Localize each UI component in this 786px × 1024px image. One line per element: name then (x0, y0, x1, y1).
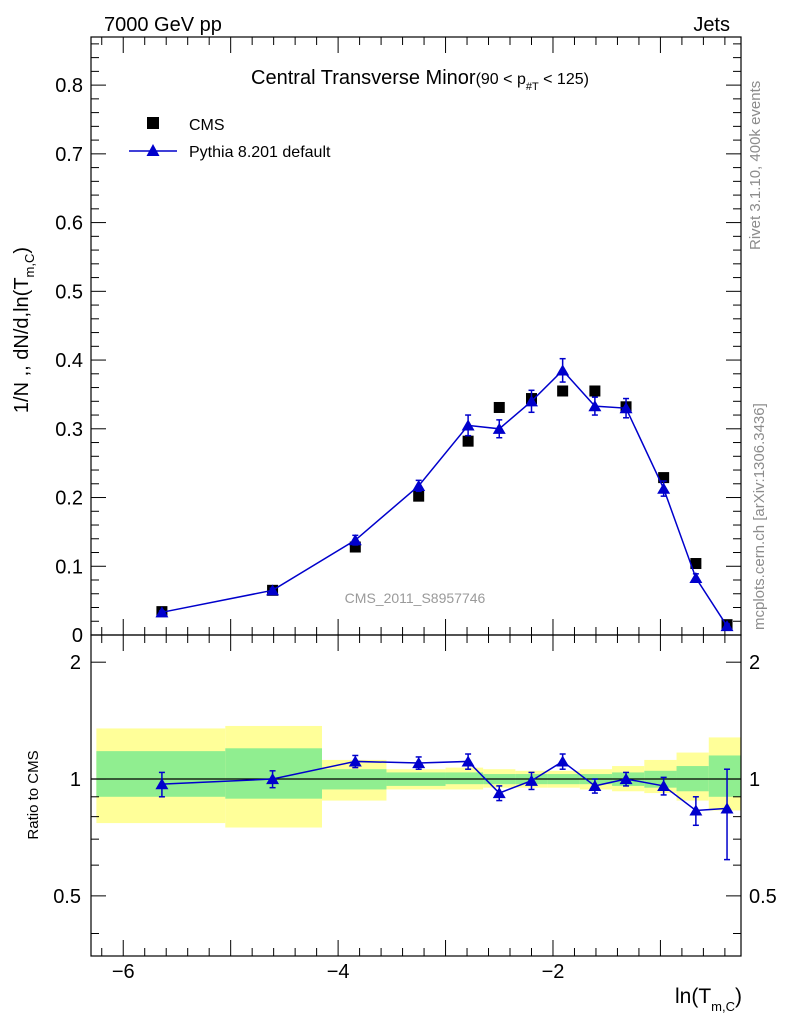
title-sub: #T (526, 81, 539, 93)
ratio-point (266, 773, 280, 785)
y-title-sub: m,C (22, 254, 37, 278)
pythia-point (657, 482, 671, 494)
ratio-point (348, 755, 362, 767)
cms-point (349, 541, 361, 553)
ratio-band-inner (708, 755, 741, 797)
y-title-ratio: Ratio to CMS (25, 750, 42, 839)
y-axis-title-ratio: Ratio to CMS (25, 750, 42, 839)
main-ytick-label: 0.7 (55, 144, 83, 166)
ratio-frame (90, 634, 742, 957)
ratio-ytick-label-right: 2 (749, 652, 760, 674)
svg-text:mcplots.cern.ch [arXiv:1306.34: mcplots.cern.ch [arXiv:1306.3436] (751, 403, 768, 630)
cms-point (658, 472, 670, 484)
side-label-rivet: Rivet 3.1.10, 400k events (747, 81, 764, 250)
ratio-ytick-label-left: 1 (70, 769, 81, 791)
svg-text:ln(Tm,C): ln(Tm,C) (675, 985, 742, 1014)
pythia-point (155, 606, 169, 618)
ratio-point (525, 774, 538, 786)
x-title-sub: m,C (711, 999, 735, 1014)
pythia-point (461, 419, 475, 431)
pythia-point (720, 620, 734, 632)
ratio-point (492, 787, 506, 799)
pythia-point (619, 402, 633, 414)
x-axis-title: ln(Tm,C) (675, 985, 742, 1014)
cms-point (690, 558, 702, 570)
y-title-close: ) (11, 247, 33, 254)
ratio-ytick-label-right: 1 (749, 769, 760, 791)
legend-marker-cms (147, 117, 159, 129)
legend-label-cms: CMS (189, 117, 225, 134)
x-tick-label: −2 (542, 961, 565, 983)
x-title-main: ln(T (675, 985, 711, 1008)
x-tick-label: −4 (327, 961, 350, 983)
svg-text:1/N ,, dN/d,ln(Tm,C): 1/N ,, dN/d,ln(Tm,C) (11, 247, 37, 413)
pythia-line (161, 369, 728, 627)
ratio-point (556, 755, 570, 767)
ratio-panel: 0.5 0.5 1 1 2 2 −6 −4 −2 (53, 634, 777, 983)
main-ytick-label: 0.1 (55, 556, 83, 578)
ratio-point (689, 804, 703, 816)
x-tick-label: −6 (112, 961, 135, 983)
cms-point (462, 435, 474, 447)
main-ytick-label: 0.2 (55, 488, 83, 510)
cms-point (589, 385, 601, 397)
main-ytick-label: 0 (72, 625, 83, 647)
title-close: < 125) (539, 71, 589, 88)
ratio-point (588, 779, 602, 792)
cms-point (493, 401, 505, 413)
svg-text:Central Transverse Minor(90 <: Central Transverse Minor(90 < p#T < 125) (251, 67, 589, 93)
ratio-point (412, 756, 426, 769)
ratio-point (461, 755, 475, 767)
legend-marker-pythia (146, 144, 160, 156)
ratio-point (619, 773, 633, 785)
x-title-close: ) (735, 985, 742, 1008)
pythia-point (556, 364, 570, 376)
pythia-point (588, 400, 602, 412)
ratio-point (155, 778, 169, 790)
pythia-point (412, 479, 426, 491)
ratio-band-inner (445, 772, 484, 785)
watermark: CMS_2011_S8957746 (345, 590, 486, 606)
svg-text:Rivet 3.1.10, 400k events: Rivet 3.1.10, 400k events (747, 81, 764, 250)
ratio-point (720, 802, 734, 814)
pythia-point (525, 395, 538, 407)
main-ytick-label: 0.4 (55, 350, 83, 372)
ratio-band-inner (225, 748, 322, 799)
main-ytick-label: 0.6 (55, 213, 83, 235)
pythia-point (348, 534, 362, 546)
header-right: Jets (693, 14, 730, 36)
main-panel: 0 0.1 0.2 0.3 0.4 0.5 0.6 0.7 0.8 (55, 36, 742, 647)
legend: CMS Pythia 8.201 default (129, 117, 331, 161)
main-ytick-label: 0.8 (55, 75, 83, 97)
title-main: Central Transverse Minor (251, 67, 476, 89)
pythia-point (492, 422, 506, 434)
pythia-point (689, 571, 703, 584)
cms-point (413, 490, 425, 502)
title-open: (90 < p (476, 71, 526, 88)
pythia-point (266, 584, 280, 596)
main-ytick-label: 0.3 (55, 419, 83, 441)
header-left: 7000 GeV pp (104, 14, 222, 36)
legend-label-pythia: Pythia 8.201 default (189, 144, 331, 161)
y-axis-title-main: 1/N ,, dN/d,ln(Tm,C) (11, 247, 37, 413)
cms-point (557, 385, 569, 397)
main-ytick-label: 0.5 (55, 281, 83, 303)
ratio-point (657, 779, 671, 792)
side-label-mcplots: mcplots.cern.ch [arXiv:1306.3436] (751, 403, 768, 630)
ratio-band-inner (96, 751, 226, 797)
y-title-main: 1/N ,, dN/d,ln(T (11, 277, 33, 413)
ratio-ytick-label-right: 0.5 (749, 886, 777, 908)
plot-title: Central Transverse Minor(90 < p#T < 125) (251, 67, 589, 93)
ratio-ytick-label-left: 0.5 (53, 886, 81, 908)
ratio-ytick-label-left: 2 (70, 652, 81, 674)
